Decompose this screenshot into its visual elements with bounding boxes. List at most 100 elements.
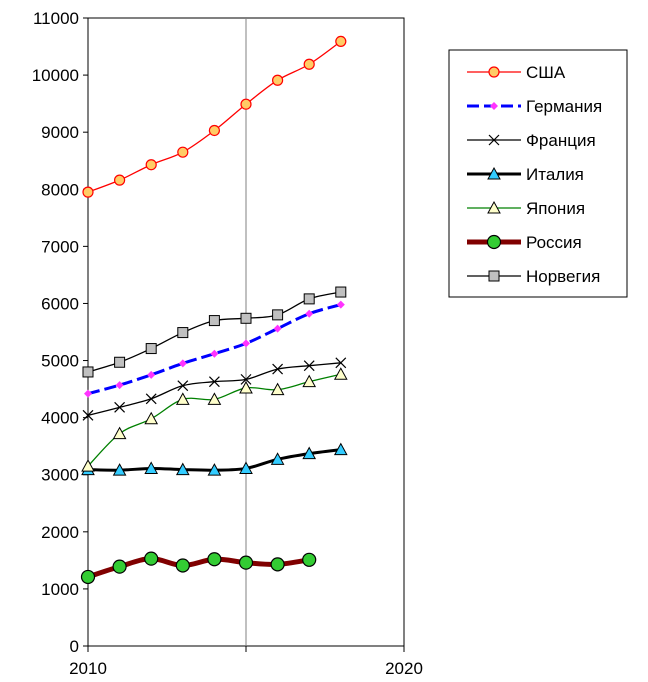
data-point (270, 452, 285, 465)
legend: США Германия Франция Италия Япония Россия Норв… (448, 49, 628, 298)
data-point (302, 446, 317, 460)
data-point (81, 459, 95, 472)
y-tick-label: 2000 (41, 523, 79, 542)
data-point (112, 426, 127, 440)
y-tick-label: 7000 (41, 237, 79, 256)
axes: 0 1000 2000 3000 4000 5000 6000 7000 8000 9000 100… (32, 9, 423, 678)
data-point (240, 98, 252, 110)
x-tick-label: 2010 (69, 659, 107, 678)
data-point (336, 300, 345, 309)
legend-label: Норвегия (526, 267, 600, 286)
legend-label: Россия (526, 233, 582, 252)
data-point (303, 58, 315, 70)
data-point (303, 293, 315, 305)
x-tick-label: 2020 (385, 659, 423, 678)
data-point (272, 309, 284, 321)
legend-label: Италия (526, 165, 584, 184)
data-point (302, 374, 317, 388)
data-point (80, 569, 96, 585)
data-point (207, 552, 222, 567)
series-3 (81, 442, 348, 476)
data-point-stroke (303, 360, 315, 372)
data-point (115, 381, 124, 390)
data-point-stroke (272, 363, 284, 375)
data-point (144, 551, 159, 566)
y-tick-label: 10000 (32, 66, 79, 85)
data-point (82, 186, 94, 198)
data-point (177, 327, 189, 339)
data-point (208, 124, 220, 137)
data-point (272, 363, 284, 375)
legend-label: Япония (526, 199, 585, 218)
data-point (238, 555, 254, 570)
data-point (144, 461, 159, 474)
data-point (333, 442, 348, 456)
data-point-stroke (208, 376, 220, 388)
series-1 (84, 300, 345, 398)
data-point (114, 401, 126, 413)
data-point-stroke (145, 393, 157, 405)
legend-marker (488, 270, 500, 282)
data-point (145, 343, 157, 355)
data-point (302, 552, 317, 567)
data-point (239, 461, 253, 474)
data-point-stroke (114, 401, 126, 413)
data-point (210, 349, 219, 358)
y-tick-label: 9000 (41, 123, 79, 142)
legend-label: Франция (526, 131, 596, 150)
series-4 (81, 367, 348, 472)
data-point (112, 559, 127, 574)
data-point-stroke (335, 357, 347, 369)
legend-label: США (526, 63, 566, 82)
data-point (335, 35, 347, 48)
series-2 (82, 357, 347, 421)
data-point (273, 324, 282, 333)
data-point (270, 382, 285, 396)
data-point (239, 380, 253, 394)
y-tick-label: 1000 (41, 580, 79, 599)
data-point (333, 367, 348, 380)
data-point (335, 357, 347, 369)
data-point (145, 393, 157, 405)
series-6 (82, 286, 347, 378)
legend-marker (487, 166, 501, 180)
y-tick-label: 11000 (33, 9, 79, 28)
y-tick-label: 0 (70, 637, 79, 656)
data-point (175, 462, 190, 476)
legend-item: Италия (467, 165, 584, 184)
series-line (87, 303, 342, 396)
data-point (305, 309, 314, 318)
y-tick-label: 8000 (41, 180, 79, 199)
data-point (178, 359, 187, 368)
legend-label: Германия (526, 97, 602, 116)
data-point (270, 557, 285, 572)
legend-item: Япония (467, 199, 585, 218)
data-point (208, 376, 220, 388)
series-5 (80, 551, 317, 585)
data-point (242, 339, 250, 348)
y-tick-label: 5000 (41, 352, 79, 371)
data-point (145, 159, 157, 171)
data-point-stroke (240, 373, 252, 385)
y-tick-label: 3000 (41, 466, 79, 485)
data-point (147, 370, 156, 379)
y-tick-label: 4000 (41, 409, 79, 428)
y-tick-label: 6000 (41, 294, 79, 313)
legend-marker (488, 66, 500, 78)
data-point (207, 463, 222, 476)
data-point (303, 360, 315, 372)
legend-marker (487, 200, 501, 214)
data-point (113, 174, 126, 186)
data-point (82, 366, 94, 378)
data-point-stroke (82, 409, 94, 421)
data-point (272, 74, 284, 86)
legend-marker (488, 134, 500, 146)
data-point (240, 312, 252, 324)
legend-marker (486, 234, 502, 250)
data-point (207, 392, 222, 405)
data-point (84, 389, 92, 398)
data-point (175, 558, 190, 573)
legend-item: Франция (467, 131, 596, 150)
legend-item: Норвегия (467, 267, 600, 286)
series-layer (80, 35, 348, 585)
